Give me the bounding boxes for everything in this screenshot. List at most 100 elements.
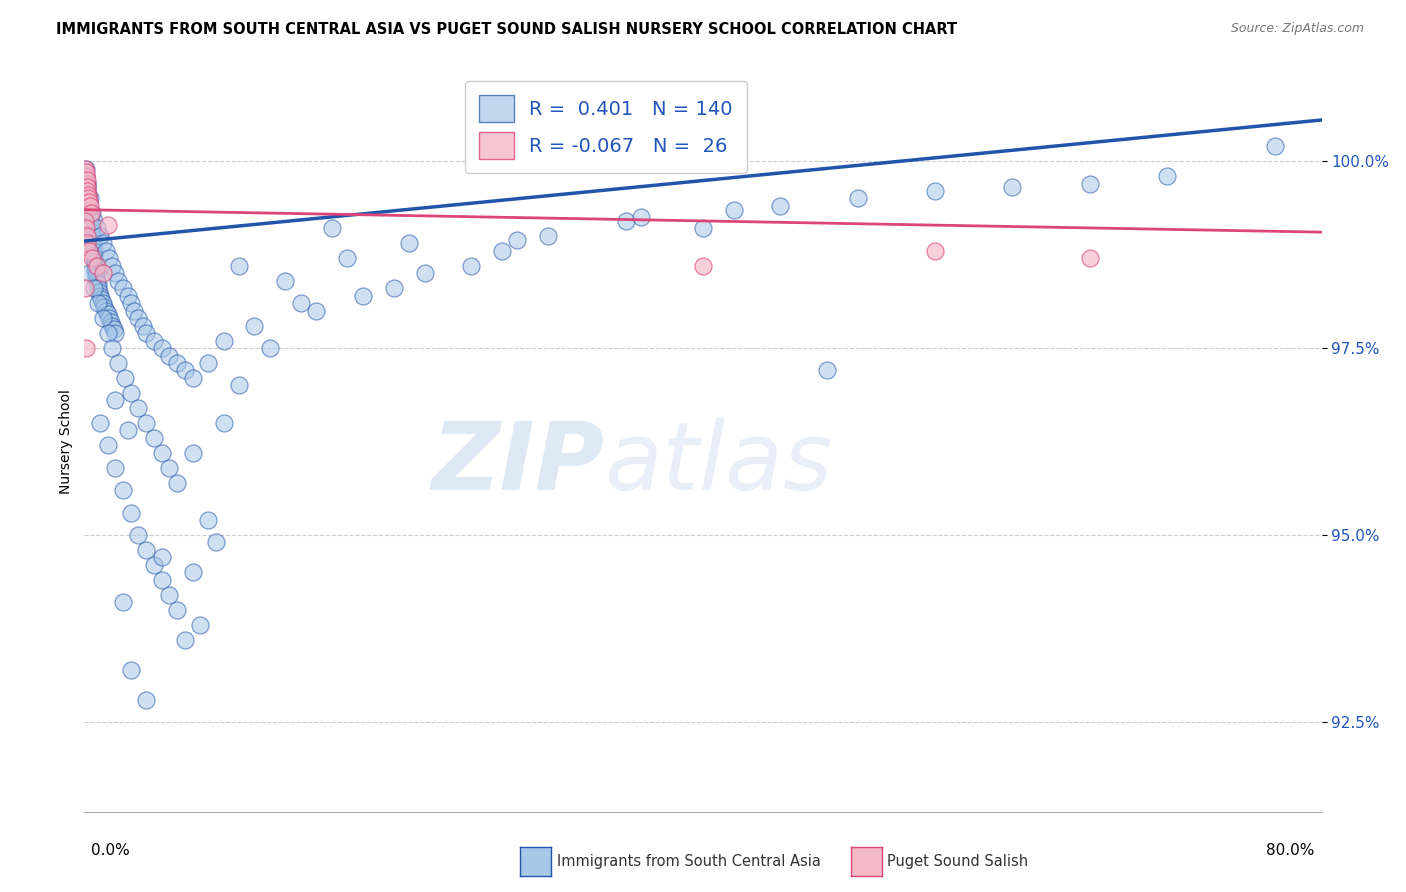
Point — [1264, 139, 1286, 153]
Text: IMMIGRANTS FROM SOUTH CENTRAL ASIA VS PUGET SOUND SALISH NURSERY SCHOOL CORRELAT: IMMIGRANTS FROM SOUTH CENTRAL ASIA VS PU… — [56, 22, 957, 37]
Point — [90, 293, 112, 307]
Point — [76, 180, 98, 194]
Point — [77, 199, 100, 213]
Point — [79, 199, 101, 213]
Point — [103, 322, 125, 336]
Point — [79, 192, 101, 206]
Point — [135, 416, 157, 430]
Point — [398, 236, 420, 251]
Point — [79, 214, 101, 228]
Point — [91, 236, 114, 251]
Point — [321, 221, 343, 235]
Point — [94, 244, 117, 258]
Point — [181, 566, 204, 580]
Point — [259, 341, 281, 355]
Point — [77, 195, 100, 210]
Point — [135, 543, 157, 558]
Point — [143, 431, 166, 445]
Point — [1156, 169, 1178, 183]
Point — [228, 378, 250, 392]
Point — [76, 236, 98, 251]
Point — [382, 281, 405, 295]
Point — [120, 506, 142, 520]
Point — [75, 214, 97, 228]
Point — [506, 233, 529, 247]
Point — [83, 244, 105, 258]
Point — [75, 341, 97, 355]
Point — [143, 334, 166, 348]
Point — [84, 266, 107, 280]
Point — [76, 180, 98, 194]
Point — [120, 663, 142, 677]
Text: 80.0%: 80.0% — [1267, 843, 1315, 858]
Point — [413, 266, 436, 280]
Point — [692, 221, 714, 235]
Point — [84, 259, 107, 273]
Point — [1078, 252, 1101, 266]
Point — [150, 341, 173, 355]
Point — [96, 326, 118, 340]
Point — [98, 311, 121, 326]
Point — [98, 252, 121, 266]
Point — [122, 303, 145, 318]
Point — [79, 210, 101, 224]
Point — [77, 244, 100, 258]
Point — [82, 236, 104, 251]
Point — [924, 184, 946, 198]
Point — [86, 259, 108, 273]
Text: Immigrants from South Central Asia: Immigrants from South Central Asia — [557, 855, 821, 869]
Point — [80, 218, 103, 232]
Point — [82, 206, 104, 220]
Point — [75, 177, 97, 191]
Point — [228, 259, 250, 273]
Point — [336, 252, 359, 266]
Point — [197, 513, 219, 527]
Point — [75, 161, 97, 176]
Point — [96, 438, 118, 452]
Point — [692, 259, 714, 273]
Point — [101, 259, 124, 273]
Point — [77, 192, 100, 206]
Point — [120, 386, 142, 401]
Point — [77, 266, 100, 280]
Point — [114, 371, 136, 385]
Point — [1078, 177, 1101, 191]
Point — [101, 318, 124, 333]
Point — [117, 423, 139, 437]
Point — [89, 416, 111, 430]
Point — [815, 363, 838, 377]
Point — [82, 233, 104, 247]
Point — [80, 225, 103, 239]
Text: Source: ZipAtlas.com: Source: ZipAtlas.com — [1230, 22, 1364, 36]
Point — [75, 173, 97, 187]
Point — [86, 270, 108, 285]
Point — [150, 573, 173, 587]
Point — [87, 281, 110, 295]
Point — [166, 603, 188, 617]
Point — [112, 595, 135, 609]
Point — [1001, 180, 1024, 194]
Point — [82, 240, 104, 254]
Point — [75, 281, 97, 295]
Point — [127, 528, 149, 542]
Point — [491, 244, 513, 258]
Point — [112, 483, 135, 497]
Point — [93, 300, 115, 314]
Point — [86, 274, 108, 288]
Point — [83, 247, 105, 261]
Point — [107, 274, 129, 288]
Point — [91, 266, 114, 280]
Point — [96, 307, 118, 321]
Point — [76, 187, 98, 202]
Point — [87, 296, 110, 310]
Point — [305, 303, 328, 318]
Point — [76, 177, 98, 191]
Point — [630, 210, 652, 224]
Point — [150, 550, 173, 565]
Point — [76, 187, 98, 202]
Point — [75, 169, 97, 183]
Point — [83, 214, 105, 228]
Point — [104, 266, 127, 280]
Text: Puget Sound Salish: Puget Sound Salish — [887, 855, 1028, 869]
Point — [76, 228, 98, 243]
